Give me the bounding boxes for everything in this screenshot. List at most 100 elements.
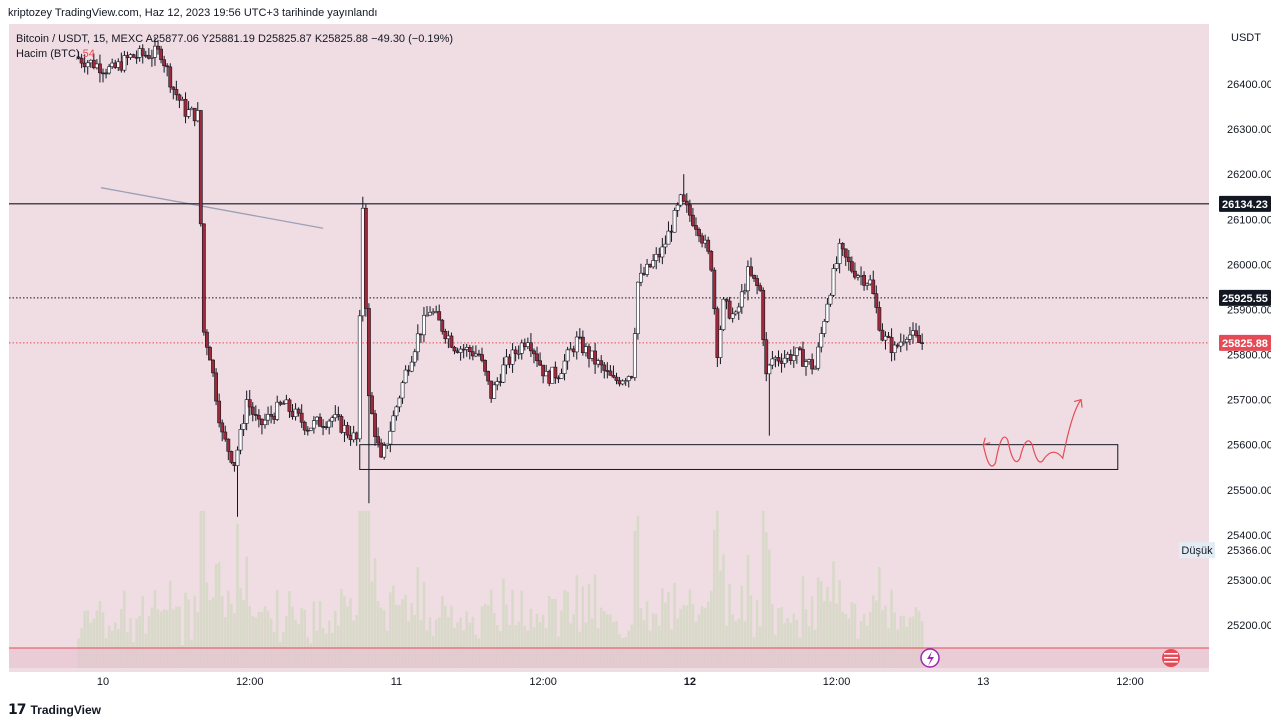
candle-down	[159, 48, 163, 61]
volume-bar	[193, 595, 196, 668]
volume-bar	[612, 622, 615, 668]
symbol-line[interactable]: Bitcoin / USDT, 15, MEXC A25877.06 Y2588…	[16, 33, 454, 45]
volume-bar	[416, 566, 420, 668]
candle-up	[153, 45, 157, 58]
candle-up	[559, 373, 564, 379]
volume-bar	[847, 618, 851, 668]
candle-up	[819, 333, 824, 348]
volume-bar	[832, 561, 835, 668]
candle-up	[825, 303, 830, 322]
candle-down	[797, 347, 802, 350]
candle-down	[299, 412, 304, 423]
volume-bar	[645, 601, 649, 668]
volume-bar	[178, 606, 181, 668]
candle-down	[880, 329, 885, 341]
candle-down	[862, 275, 866, 286]
volume-bar	[871, 595, 875, 668]
volume-bar	[150, 607, 154, 668]
tradingview-footer[interactable]: 17 TradingView	[8, 702, 101, 718]
volume-bar	[633, 531, 637, 668]
volume-bar	[700, 606, 704, 668]
volume-bar	[535, 613, 539, 668]
candle-down	[272, 415, 277, 420]
volume-bar	[370, 581, 374, 668]
candle-up	[458, 348, 463, 353]
publish-info: kriptozey TradingView.com, Haz 12, 2023 …	[8, 7, 378, 19]
volume-bar	[492, 612, 496, 668]
candle-up	[859, 275, 863, 277]
volume-bar	[664, 602, 667, 668]
candle-down	[684, 200, 689, 206]
price-axis-background	[1209, 24, 1271, 692]
candle-up	[651, 260, 656, 268]
candle-down	[577, 336, 582, 339]
volume-bar	[187, 599, 190, 668]
candle-down	[917, 335, 921, 343]
volume-bar	[908, 617, 912, 668]
candle-up	[180, 99, 185, 101]
x-tick-label: 12:00	[529, 676, 557, 688]
volume-bar	[694, 621, 698, 668]
candle-down	[214, 372, 218, 402]
volume-bar	[761, 510, 765, 668]
volume-bar	[682, 605, 686, 668]
candle-up	[813, 367, 818, 370]
candle-down	[461, 348, 466, 351]
candle-down	[727, 300, 732, 319]
candle-down	[608, 370, 613, 376]
volume-bar	[340, 588, 343, 668]
y-tick-label: 25400.00	[1227, 530, 1271, 542]
candle-up	[666, 230, 671, 245]
candle-down	[755, 278, 760, 286]
candle-down	[724, 298, 729, 302]
candle-down	[449, 335, 454, 348]
volume-bar	[159, 611, 163, 668]
volume-bar	[266, 610, 270, 668]
candle-up	[312, 420, 316, 429]
candle-up	[562, 360, 567, 374]
volume-bar	[437, 617, 441, 668]
candle-down	[700, 235, 704, 244]
candle-up	[510, 349, 515, 365]
candle-down	[761, 290, 766, 341]
volume-bar	[236, 523, 239, 668]
volume-bar	[722, 554, 725, 668]
volume-bar	[890, 589, 893, 668]
volume-bar	[914, 606, 918, 668]
projection-curve[interactable]	[982, 399, 1082, 467]
volume-bar	[312, 601, 316, 668]
volume-bar	[251, 615, 255, 668]
volume-bar	[168, 580, 172, 668]
candle-down	[165, 65, 170, 68]
candle-up	[415, 333, 420, 353]
volume-bar	[853, 603, 857, 668]
volume-bar	[868, 612, 872, 668]
candle-down	[220, 422, 225, 433]
volume-bar	[211, 597, 215, 668]
candle-down	[363, 207, 368, 309]
chart-area[interactable]: USDT 26400.00 26300.00 26200.00 26100.00 2600…	[9, 24, 1271, 692]
volume-bar	[865, 625, 869, 668]
candle-up	[275, 401, 280, 420]
volume-bar	[392, 585, 395, 668]
candle-up	[263, 419, 267, 426]
support-zone[interactable]	[359, 444, 1119, 470]
volume-bar	[263, 606, 267, 668]
volume-bar	[98, 601, 102, 668]
us-flag-stripe	[1164, 653, 1178, 655]
volume-bar	[300, 607, 303, 668]
candle-down	[183, 99, 188, 117]
candle-up	[868, 279, 873, 285]
volume-bar	[227, 590, 230, 668]
price-badge-label: 25925.55	[1222, 293, 1268, 305]
price-badge-resistance	[1219, 195, 1271, 212]
volume-bar	[807, 626, 811, 668]
trendline[interactable]	[100, 187, 324, 229]
candle-down	[339, 416, 344, 433]
candle-down	[877, 307, 882, 331]
candlestick-chart[interactable]: USDT 26400.00 26300.00 26200.00 26100.00 2600…	[9, 24, 1271, 692]
candle-down	[379, 442, 384, 458]
volume-label[interactable]: Hacim (BTC)	[16, 48, 80, 60]
volume-bar	[153, 589, 157, 668]
candle-up	[739, 291, 744, 308]
